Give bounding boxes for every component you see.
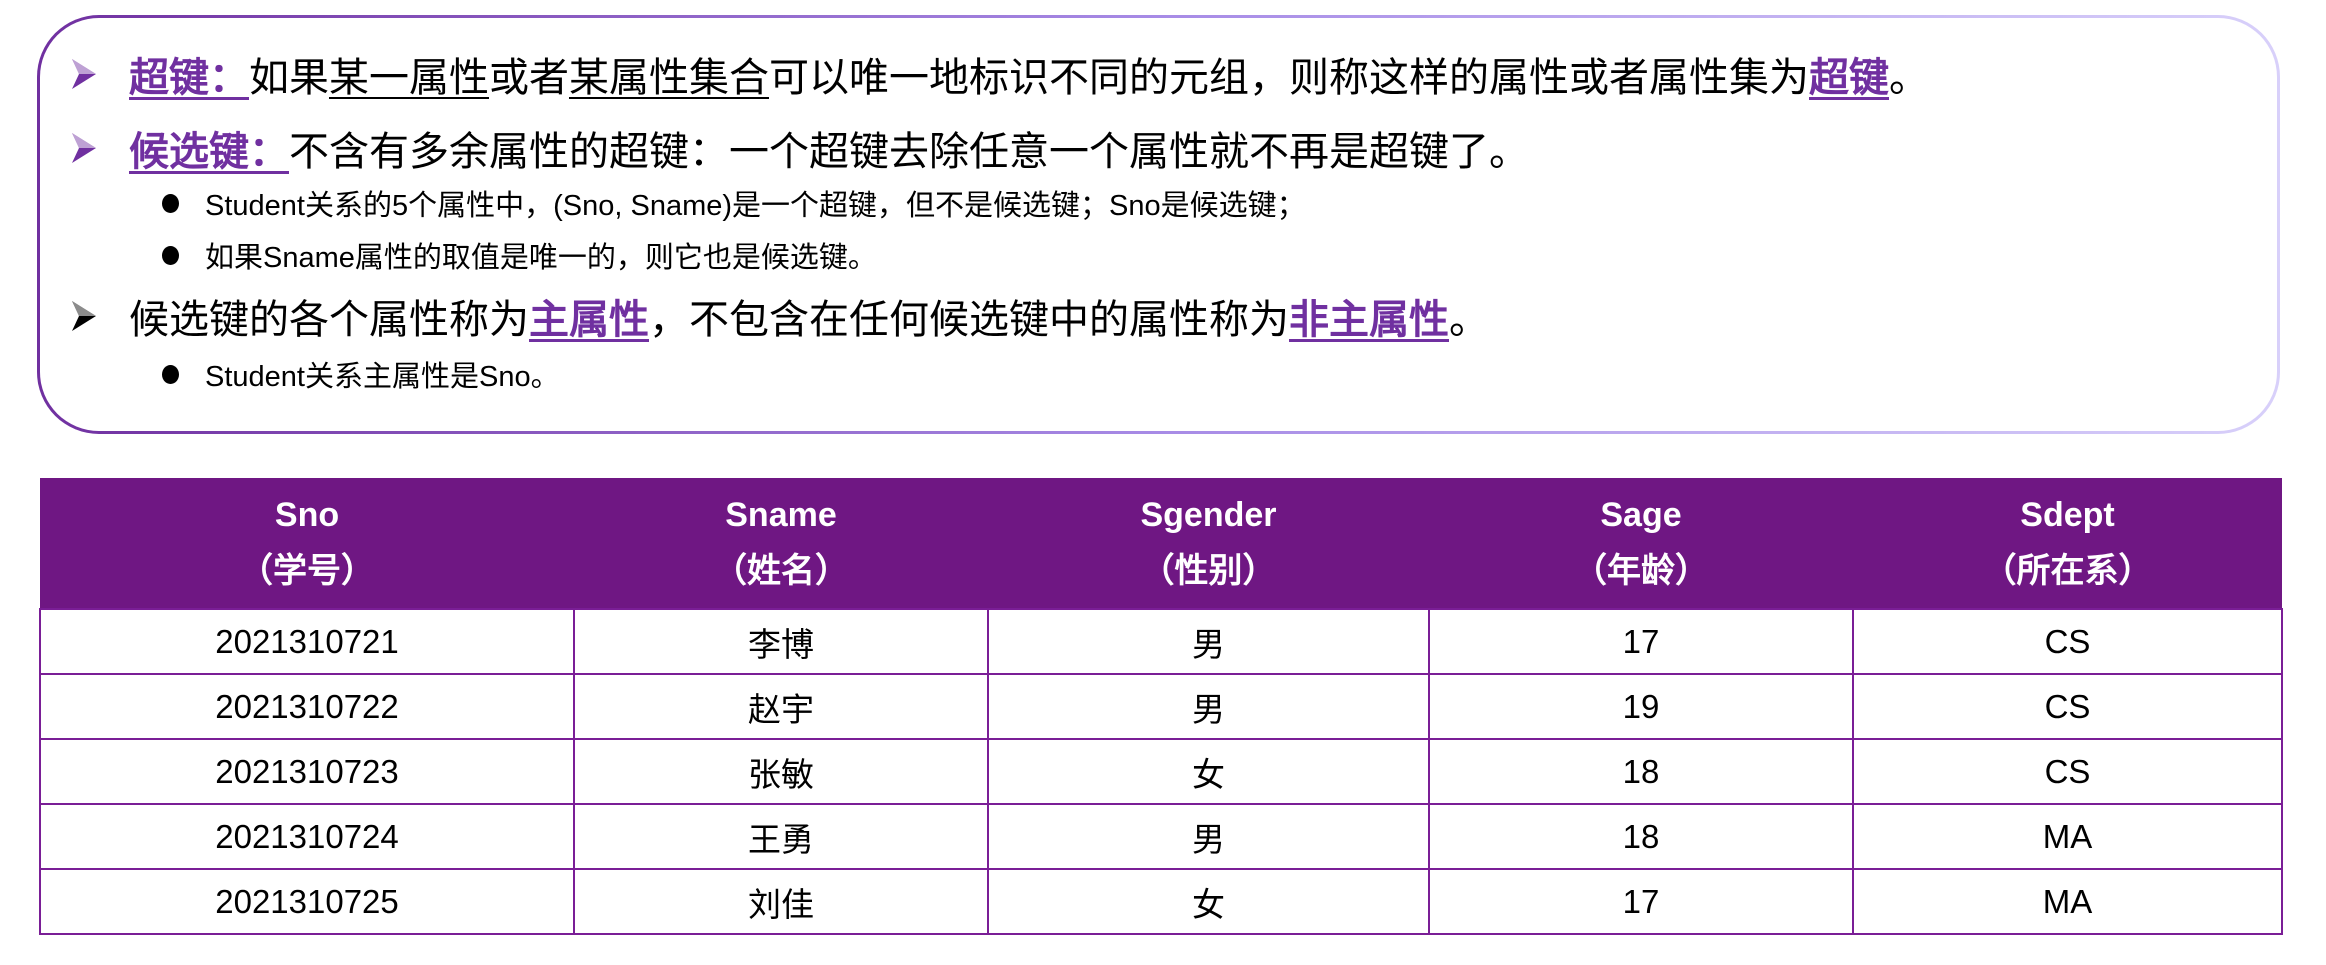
text-segment: 如果 (249, 56, 329, 100)
text-segment: ，不包含在任何候选键中的属性称为 (649, 298, 1289, 342)
arrow-bullet-icon (72, 133, 96, 163)
table-cell: 男 (987, 803, 1430, 870)
column-name: Sname (725, 496, 837, 534)
bullet-dot-icon (162, 246, 179, 265)
table-row: 2021310722 赵宇男 19 CS (39, 673, 2283, 740)
table-cell: 刘佳 (573, 868, 989, 935)
table-cell: 张敏 (573, 738, 989, 805)
table-cell: 17 (1428, 868, 1854, 935)
table-cell: CS (1852, 608, 2283, 675)
column-cn-name: （年龄） (1573, 552, 1709, 590)
text-segment: 某一属性 (329, 56, 489, 100)
table-cell: 2021310722 (39, 673, 575, 740)
arrow-bullet-icon (72, 301, 96, 331)
table-cell: 2021310721 (39, 608, 575, 675)
column-header: Sno （学号） (40, 478, 574, 609)
table-cell: 17 (1428, 608, 1854, 675)
arrow-bullet-icon (72, 59, 96, 89)
text-segment: 。 (1449, 298, 1489, 342)
column-header: Sname （姓名） (574, 478, 988, 609)
table-cell: 王勇 (573, 803, 989, 870)
definition-item: 超键： 如果 某一属性 或者 某属性集合 可以唯一地标识不同的元组，则称这样的属性或者属性… (129, 48, 1929, 100)
table-row: 2021310723 张敏女 18 CS (39, 738, 2283, 805)
keyword: 超键 (1809, 56, 1889, 100)
table-cell: 男 (987, 608, 1430, 675)
text-segment: 某属性集合 (569, 56, 769, 100)
sub-item: Student关系主属性是Sno。 (205, 361, 560, 393)
column-header: Sgender （性别） (988, 478, 1429, 609)
column-cn-name: （性别） (1140, 552, 1277, 590)
definition-item: 候选键的各个属性称为 主属性 ，不包含在任何候选键中的属性称为 非主属性。 (129, 290, 1489, 342)
text-segment: 或者 (489, 56, 569, 100)
keyword: 非主属性 (1289, 298, 1449, 342)
sub-item: Student关系的5个属性中，(Sno, Sname)是一个超键，但不是候选键… (205, 190, 1306, 222)
keyword: 候选键： (129, 130, 289, 174)
table-row: 2021310721 李博男 17 CS (39, 608, 2283, 675)
table-cell: 2021310725 (39, 868, 575, 935)
table-cell: MA (1852, 868, 2283, 935)
table-cell: 19 (1428, 673, 1854, 740)
table-cell: 18 (1428, 738, 1854, 805)
column-cn-name: （姓名） (713, 552, 849, 590)
table-cell: CS (1852, 673, 2283, 740)
table-cell: 男 (987, 673, 1430, 740)
table-cell: 2021310724 (39, 803, 575, 870)
column-header: Sdept （所在系） (1853, 478, 2282, 609)
table-cell: 2021310723 (39, 738, 575, 805)
keyword: 超键： (129, 56, 249, 100)
definition-item: 候选键： 不含有多余属性的超键：一个超键去除任意一个属性就不再是超键了。 (129, 122, 1529, 174)
text-segment: 不含有多余属性的超键：一个超键去除任意一个属性就不再是超键了。 (289, 130, 1529, 174)
table-cell: 女 (987, 868, 1430, 935)
table-cell: CS (1852, 738, 2283, 805)
table-row: 2021310724 王勇男 18 MA (39, 803, 2283, 870)
table-cell: 18 (1428, 803, 1854, 870)
column-cn-name: （学号） (239, 552, 375, 590)
table-cell: 赵宇 (573, 673, 989, 740)
column-name: Sdept (2020, 496, 2115, 534)
table-cell: 李博 (573, 608, 989, 675)
table-header-row: Sno （学号） Sname （姓名） Sgender （性别） Sage （年龄） Sdept… (40, 478, 2282, 609)
table-row: 2021310725 刘佳女 17 MA (39, 868, 2283, 935)
text-segment: 可以唯一地标识不同的元组，则称这样的属性或者属性集为 (769, 56, 1809, 100)
bullet-dot-icon (162, 365, 179, 384)
sub-item: 如果Sname属性的取值是唯一的，则它也是候选键。 (205, 242, 877, 274)
column-name: Sgender (1140, 496, 1277, 534)
keyword: 主属性 (529, 298, 649, 342)
column-cn-name: （所在系） (1982, 552, 2153, 590)
table-cell: MA (1852, 803, 2283, 870)
table-cell: 女 (987, 738, 1430, 805)
bullet-dot-icon (162, 194, 179, 213)
column-header: Sage （年龄） (1429, 478, 1853, 609)
column-name: Sno (274, 496, 340, 534)
text-segment: 。 (1889, 56, 1929, 100)
column-name: Sage (1600, 496, 1682, 534)
student-table: Sno （学号） Sname （姓名） Sgender （性别） Sage （年龄） Sdept… (39, 478, 2283, 935)
text-segment: 候选键的各个属性称为 (129, 298, 529, 342)
definition-box (37, 15, 2280, 434)
